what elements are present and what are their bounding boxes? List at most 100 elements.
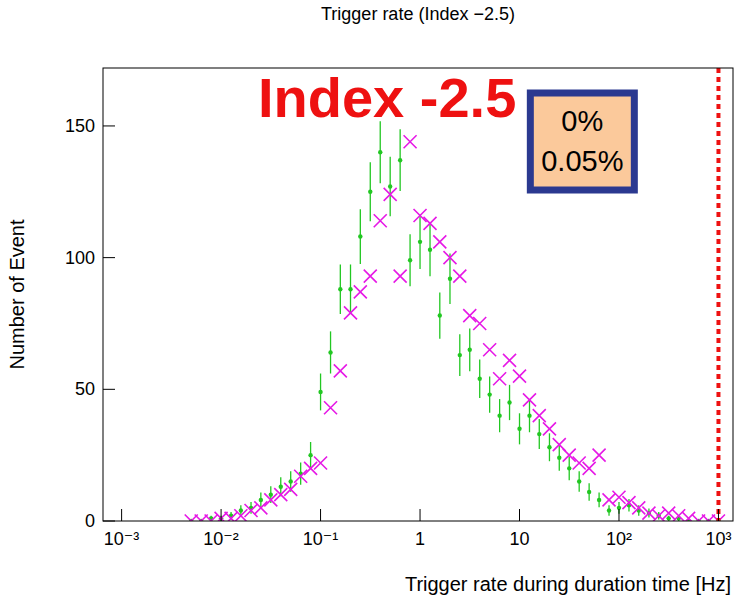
dot-marker xyxy=(557,456,561,460)
x-marker xyxy=(503,354,516,367)
dot-marker xyxy=(487,392,491,396)
x-marker xyxy=(384,188,397,201)
x-marker xyxy=(364,270,377,283)
x-marker xyxy=(533,409,546,422)
x-marker xyxy=(225,512,238,521)
dot-marker xyxy=(497,413,501,417)
y-tick-label: 100 xyxy=(65,248,95,268)
dot-marker xyxy=(577,479,581,483)
x-tick xyxy=(121,509,122,521)
x-marker xyxy=(473,317,486,330)
title: Trigger rate (Index −2.5) xyxy=(321,4,515,24)
x-marker xyxy=(433,235,446,248)
x-tick xyxy=(320,509,321,521)
dot-marker xyxy=(517,427,521,431)
dot-marker xyxy=(468,348,472,352)
x-marker xyxy=(205,515,218,522)
headline: Index -2.5 xyxy=(258,66,516,129)
x-tick-label: 10⁻² xyxy=(203,529,239,549)
dot-marker xyxy=(527,413,531,417)
x-marker xyxy=(394,270,407,283)
dot-marker xyxy=(587,490,591,494)
dot-marker xyxy=(478,377,482,381)
dot-marker xyxy=(448,276,452,280)
x-tick xyxy=(519,509,520,521)
x-tick-label: 10³ xyxy=(705,529,731,549)
dot-marker xyxy=(239,508,243,512)
x-marker xyxy=(463,309,476,322)
dot-marker xyxy=(378,150,382,154)
x-marker xyxy=(513,370,526,383)
x-marker xyxy=(642,507,655,520)
dot-marker xyxy=(428,248,432,252)
plot-area xyxy=(185,68,725,521)
dot-marker xyxy=(269,492,273,496)
x-marker xyxy=(374,214,387,227)
dot-marker xyxy=(408,258,412,262)
x-marker xyxy=(443,251,456,264)
dot-marker xyxy=(458,353,462,357)
dot-marker xyxy=(388,184,392,188)
dot-marker xyxy=(279,485,283,489)
x-tick-label: 10⁻¹ xyxy=(303,529,339,549)
dot-marker xyxy=(597,498,601,502)
x-marker xyxy=(453,270,466,283)
x-marker xyxy=(254,501,267,514)
x-marker xyxy=(662,507,675,520)
dot-marker xyxy=(289,479,293,483)
x-marker xyxy=(672,509,685,521)
x-marker xyxy=(314,457,327,470)
threshold-line xyxy=(716,68,720,521)
x-marker xyxy=(344,306,357,319)
plot-frame xyxy=(103,68,733,521)
x-tick-label: 1 xyxy=(415,529,425,549)
x-marker xyxy=(493,372,506,385)
y-tick xyxy=(103,521,115,522)
x-marker xyxy=(245,504,258,517)
x-marker xyxy=(543,422,556,435)
dot-marker xyxy=(567,466,571,470)
dot-marker xyxy=(338,287,342,291)
dot-marker xyxy=(259,498,263,502)
x-tick xyxy=(221,509,222,521)
y-tick xyxy=(103,389,115,390)
y-axis-title: Number of Event xyxy=(6,219,28,370)
x-tick-label: 10² xyxy=(606,529,632,549)
y-tick-label: 150 xyxy=(65,116,95,136)
chart: Trigger rate (Index −2.5) 10⁻³ 10⁻² 10⁻¹ 1 10… xyxy=(0,0,737,605)
x-marker xyxy=(414,209,427,222)
dot-marker xyxy=(318,390,322,394)
y-tick-label: 0 xyxy=(85,511,95,531)
x-axis-title: Trigger rate during duration time [Hz] xyxy=(405,573,731,595)
x-marker xyxy=(563,449,576,462)
x-tick-label: 10⁻³ xyxy=(104,529,140,549)
annotation-text: 0.05% xyxy=(541,145,623,177)
x-marker xyxy=(424,217,437,230)
y-tick-label: 50 xyxy=(75,379,95,399)
x-tick-label: 10 xyxy=(509,529,529,549)
annotation-text: 0% xyxy=(561,105,603,137)
x-marker xyxy=(354,285,367,298)
dot-marker xyxy=(348,287,352,291)
x-tick xyxy=(718,509,719,521)
x-marker xyxy=(483,343,496,356)
x-tick xyxy=(420,509,421,521)
background xyxy=(0,0,737,605)
x-marker xyxy=(324,401,337,414)
y-tick xyxy=(103,257,115,258)
x-marker xyxy=(404,135,417,148)
annotation-box xyxy=(530,93,634,190)
x-marker xyxy=(603,493,616,506)
dot-marker xyxy=(368,190,372,194)
dot-marker xyxy=(607,508,611,512)
dot-marker xyxy=(537,432,541,436)
x-tick xyxy=(618,509,619,521)
dot-marker xyxy=(418,240,422,244)
x-marker xyxy=(593,449,606,462)
dot-marker xyxy=(398,158,402,162)
dot-marker xyxy=(547,445,551,449)
dot-marker xyxy=(666,516,670,520)
dot-marker xyxy=(358,234,362,238)
dot-marker xyxy=(308,453,312,457)
x-marker xyxy=(284,483,297,496)
